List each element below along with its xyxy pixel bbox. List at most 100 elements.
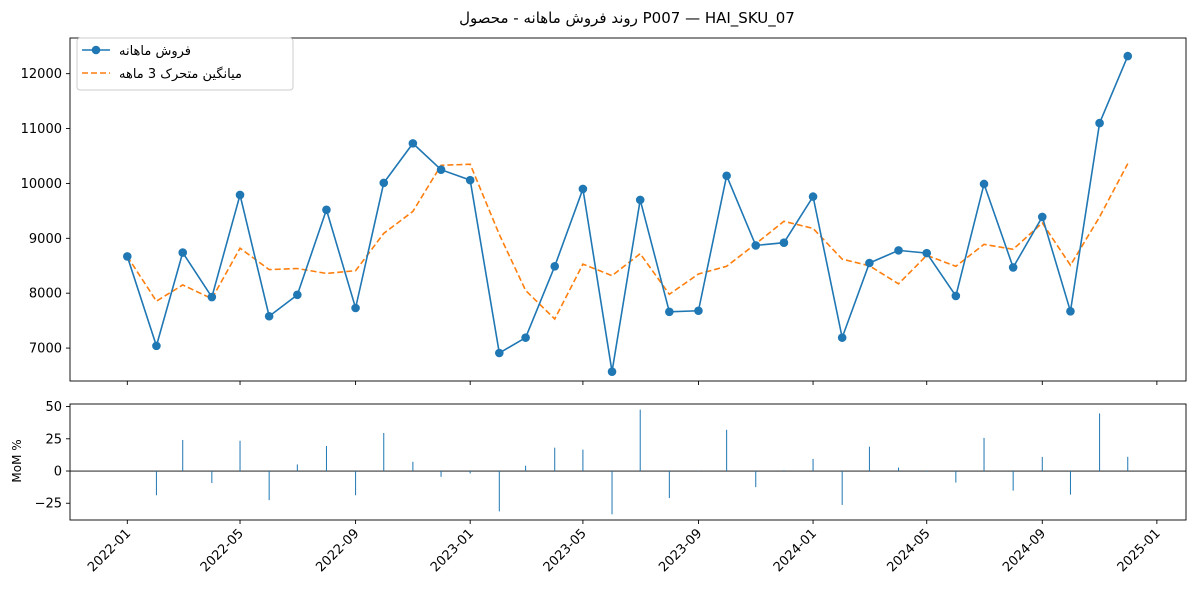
legend: فروش ماهانه میانگین متحرک 3 ماهه bbox=[76, 37, 294, 91]
mom-bar bbox=[155, 471, 157, 496]
sales-axes-frame bbox=[69, 37, 1187, 382]
mom-bar bbox=[983, 437, 985, 472]
x-tick-label: 2023-05 bbox=[541, 526, 590, 575]
mom-bar bbox=[955, 471, 957, 483]
mom-bar bbox=[554, 447, 556, 472]
mom-bar bbox=[268, 471, 270, 501]
mom-bar bbox=[325, 446, 327, 472]
mom-bar bbox=[182, 439, 184, 472]
legend-marker-monthly-sales bbox=[91, 45, 101, 55]
monthly-sales-point bbox=[635, 195, 645, 205]
x-tick-label: 2025-01 bbox=[1115, 526, 1164, 575]
monthly-sales-point bbox=[379, 178, 389, 188]
chart-title: روند فروش ماهانه - محصول P007 — HAI_SKU_… bbox=[459, 9, 795, 28]
mom-bar bbox=[498, 471, 500, 512]
x-tick-label: 2022-01 bbox=[85, 526, 134, 575]
legend-box bbox=[76, 37, 294, 91]
x-tick-label: 2022-05 bbox=[198, 526, 247, 575]
monthly-sales-point bbox=[722, 171, 731, 181]
monthly-sales-point bbox=[207, 292, 217, 302]
mom-bar bbox=[639, 409, 641, 472]
mom-bar bbox=[726, 429, 728, 472]
mom-bar bbox=[611, 471, 613, 515]
mom-bar bbox=[783, 470, 785, 472]
mom-bar bbox=[1099, 413, 1101, 472]
monthly-sales-point bbox=[351, 303, 360, 313]
monthly-sales-point bbox=[894, 246, 903, 255]
mom-y-tick-label: 25 bbox=[45, 432, 62, 447]
monthly-sales-point bbox=[694, 306, 703, 316]
monthly-sales-point bbox=[578, 184, 588, 194]
monthly-sales-point bbox=[1123, 51, 1133, 61]
monthly-sales-point bbox=[837, 333, 847, 342]
legend-label-monthly-sales: فروش ماهانه bbox=[119, 44, 191, 59]
monthly-sales-point bbox=[293, 290, 302, 300]
monthly-sales-point bbox=[521, 333, 530, 342]
mom-bar bbox=[868, 446, 870, 472]
mom-bar bbox=[239, 440, 241, 472]
monthly-sales-point bbox=[1095, 118, 1104, 128]
mom-bar bbox=[755, 471, 757, 488]
mom-bar bbox=[668, 471, 670, 499]
monthly-sales-point bbox=[408, 139, 418, 148]
monthly-sales-point bbox=[665, 307, 674, 317]
monthly-sales-point bbox=[607, 367, 617, 376]
mom-bar bbox=[926, 471, 928, 472]
monthly-sales-point bbox=[465, 175, 475, 185]
monthly-sales-point bbox=[152, 341, 161, 351]
x-tick-label: 2024-01 bbox=[771, 526, 820, 575]
sales-y-tick-label: 10000 bbox=[21, 177, 62, 192]
mom-bar bbox=[582, 449, 584, 472]
mom-bar bbox=[1127, 456, 1129, 472]
mom-y-tick-label: 0 bbox=[54, 465, 62, 480]
mom-bar bbox=[211, 471, 213, 484]
monthly-sales-point bbox=[264, 311, 274, 321]
mom-y-tick-label: −25 bbox=[35, 497, 62, 512]
monthly-sales-point bbox=[751, 241, 761, 250]
mom-y-axis-label: MoM % bbox=[10, 439, 24, 482]
mom-bar bbox=[1012, 471, 1014, 491]
monthly-sales-point bbox=[495, 348, 504, 358]
x-tick-label: 2024-05 bbox=[885, 526, 934, 575]
mom-bar bbox=[1069, 471, 1071, 495]
mom-bar bbox=[355, 471, 357, 496]
monthly-sales-point bbox=[235, 190, 245, 200]
monthly-sales-point bbox=[922, 248, 932, 258]
sales-y-tick-label: 7000 bbox=[29, 342, 62, 357]
monthly-sales-point bbox=[1037, 212, 1047, 222]
mom-y-tick-label: 50 bbox=[45, 400, 62, 415]
monthly-sales-point bbox=[865, 258, 874, 268]
mom-axes-frame bbox=[69, 403, 1187, 521]
mom-bar bbox=[812, 458, 814, 472]
sales-y-tick-label: 12000 bbox=[21, 67, 62, 82]
mom-bar bbox=[383, 433, 385, 472]
mom-bar bbox=[296, 464, 298, 472]
mom-bar bbox=[1041, 456, 1043, 472]
monthly-sales-point bbox=[322, 205, 331, 215]
mom-bar bbox=[841, 471, 843, 505]
monthly-sales-point bbox=[178, 248, 188, 257]
x-tick-label: 2023-09 bbox=[656, 526, 705, 575]
mom-bar bbox=[440, 471, 442, 477]
monthly-sales-point bbox=[779, 238, 789, 248]
monthly-sales-point bbox=[550, 262, 560, 271]
sales-y-tick-label: 11000 bbox=[21, 122, 62, 137]
mom-bar bbox=[469, 471, 471, 474]
mom-bar bbox=[412, 461, 414, 472]
sales-plot: 7000 8000 9000 10000 11000 12000 bbox=[21, 37, 1187, 385]
monthly-sales-point bbox=[1066, 307, 1075, 316]
monthly-sales-point bbox=[951, 291, 961, 301]
legend-label-moving-average: میانگین متحرک 3 ماهه bbox=[119, 66, 242, 82]
monthly-sales-point bbox=[979, 179, 989, 189]
monthly-sales-point bbox=[1008, 263, 1018, 272]
moving-average-line bbox=[126, 163, 1129, 321]
mom-bar bbox=[898, 467, 900, 472]
monthly-sales-point bbox=[436, 165, 446, 175]
monthly-sales-line bbox=[126, 55, 1129, 372]
sales-y-tick-label: 8000 bbox=[29, 287, 62, 302]
x-tick-label: 2023-01 bbox=[428, 526, 477, 575]
monthly-sales-point bbox=[808, 192, 818, 201]
x-tick-label: 2024-09 bbox=[1000, 526, 1049, 575]
x-tick-label: 2022-09 bbox=[313, 526, 362, 575]
